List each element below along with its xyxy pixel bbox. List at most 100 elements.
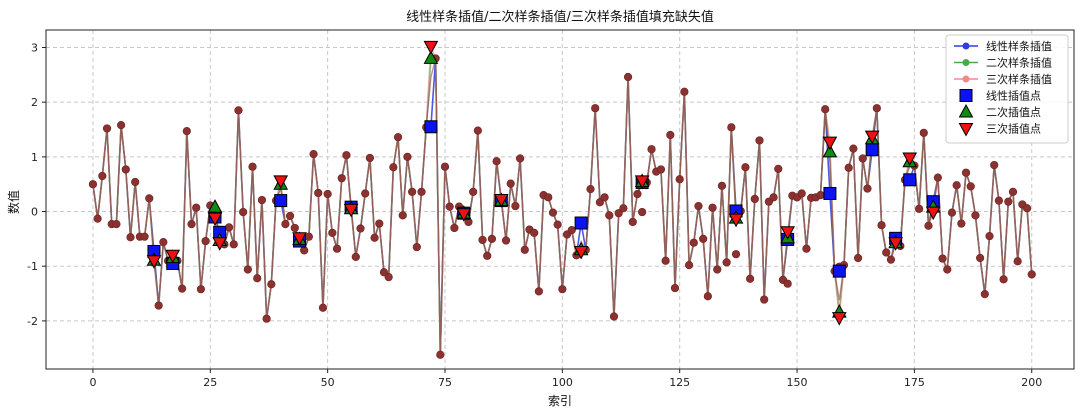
data-point xyxy=(398,211,407,220)
data-point xyxy=(1004,197,1013,206)
data-point xyxy=(323,189,332,199)
data-point xyxy=(708,203,717,212)
data-point xyxy=(985,232,994,241)
data-point xyxy=(361,189,370,198)
data-point xyxy=(445,202,454,211)
data-point xyxy=(98,171,107,181)
cubic-interp-point xyxy=(902,152,918,166)
data-point xyxy=(595,198,604,207)
data-point xyxy=(684,261,694,270)
linear-interp-point xyxy=(274,194,288,208)
data-point xyxy=(182,127,191,136)
data-point xyxy=(309,150,318,159)
data-point xyxy=(755,136,764,145)
legend-square-marker xyxy=(959,89,973,102)
y-tick-label: 3 xyxy=(31,41,38,54)
x-tick-label: 75 xyxy=(438,376,452,389)
linear-interp-point xyxy=(574,216,588,230)
legend-label: 三次插值点 xyxy=(986,122,1041,136)
data-point xyxy=(675,175,684,184)
x-axis-title: 索引 xyxy=(548,394,572,408)
data-point xyxy=(774,164,783,173)
data-point xyxy=(638,207,647,217)
data-point xyxy=(844,163,853,172)
data-point xyxy=(619,204,628,213)
data-point xyxy=(332,244,342,253)
data-point xyxy=(314,188,323,198)
y-tick-label: 0 xyxy=(31,206,38,219)
data-point xyxy=(121,165,130,174)
data-point xyxy=(727,123,736,132)
legend-label: 二次样条插值 xyxy=(986,56,1052,70)
data-point xyxy=(403,152,412,161)
legend-label: 二次插值点 xyxy=(986,105,1041,119)
legend-label: 线性样条插值 xyxy=(986,39,1052,53)
data-point xyxy=(234,106,243,115)
data-point xyxy=(961,168,971,177)
data-point xyxy=(999,275,1008,284)
linear-interp-point xyxy=(832,264,846,278)
data-point xyxy=(1022,204,1032,213)
cubic-interp-point xyxy=(728,213,744,228)
data-point xyxy=(516,154,525,163)
data-point xyxy=(1013,257,1022,266)
data-point xyxy=(469,187,478,196)
cubic-interp-point xyxy=(493,194,509,208)
data-point xyxy=(187,220,196,229)
data-point xyxy=(196,285,206,294)
data-point xyxy=(802,244,811,253)
data-point xyxy=(750,194,759,204)
data-point xyxy=(553,220,562,229)
chart-title: 线性样条插值/二次样条插值/三次样条插值填充缺失值 xyxy=(406,9,714,25)
x-tick-label: 200 xyxy=(1021,376,1042,389)
data-point xyxy=(783,279,792,288)
data-point xyxy=(102,124,112,133)
data-point xyxy=(919,128,928,137)
cubic-interp-point xyxy=(634,175,650,189)
data-point xyxy=(548,208,558,217)
data-point xyxy=(914,204,924,213)
data-point xyxy=(145,194,154,203)
data-point xyxy=(647,145,656,154)
data-point xyxy=(351,252,360,262)
data-point xyxy=(877,221,886,230)
data-point xyxy=(722,258,731,267)
data-point xyxy=(924,221,933,230)
data-point xyxy=(393,133,403,142)
data-point xyxy=(140,232,149,241)
data-point xyxy=(567,226,576,235)
legend-label: 三次样条插值 xyxy=(986,72,1052,86)
cubic-interp-point xyxy=(573,245,589,260)
data-point xyxy=(304,232,313,241)
cubic-interp-point xyxy=(780,226,796,240)
data-point xyxy=(713,265,722,274)
data-point xyxy=(544,193,553,202)
data-point xyxy=(947,208,957,217)
x-tick-label: 175 xyxy=(904,376,925,389)
data-point xyxy=(417,187,426,196)
data-point xyxy=(159,238,168,247)
legend-triangle-up-marker xyxy=(958,103,974,118)
data-point xyxy=(290,223,299,233)
data-point xyxy=(853,253,863,263)
data-point xyxy=(957,219,966,228)
data-point xyxy=(760,295,769,304)
data-point xyxy=(717,181,727,190)
plot-frame xyxy=(45,29,1075,370)
cubic-interp-point xyxy=(212,237,228,251)
cubic-interp-point xyxy=(273,175,289,189)
legend-label: 线性插值点 xyxy=(986,89,1041,103)
data-point xyxy=(694,201,703,211)
data-point xyxy=(971,211,980,220)
data-point xyxy=(243,265,252,274)
data-point xyxy=(609,312,619,321)
x-tick-label: 150 xyxy=(787,376,808,389)
data-point xyxy=(633,189,642,199)
data-point xyxy=(670,283,680,293)
data-point xyxy=(689,238,698,247)
x-tick-label: 25 xyxy=(203,376,217,389)
legend-circle-marker xyxy=(962,42,970,50)
data-point xyxy=(285,211,295,221)
data-point xyxy=(797,189,806,198)
